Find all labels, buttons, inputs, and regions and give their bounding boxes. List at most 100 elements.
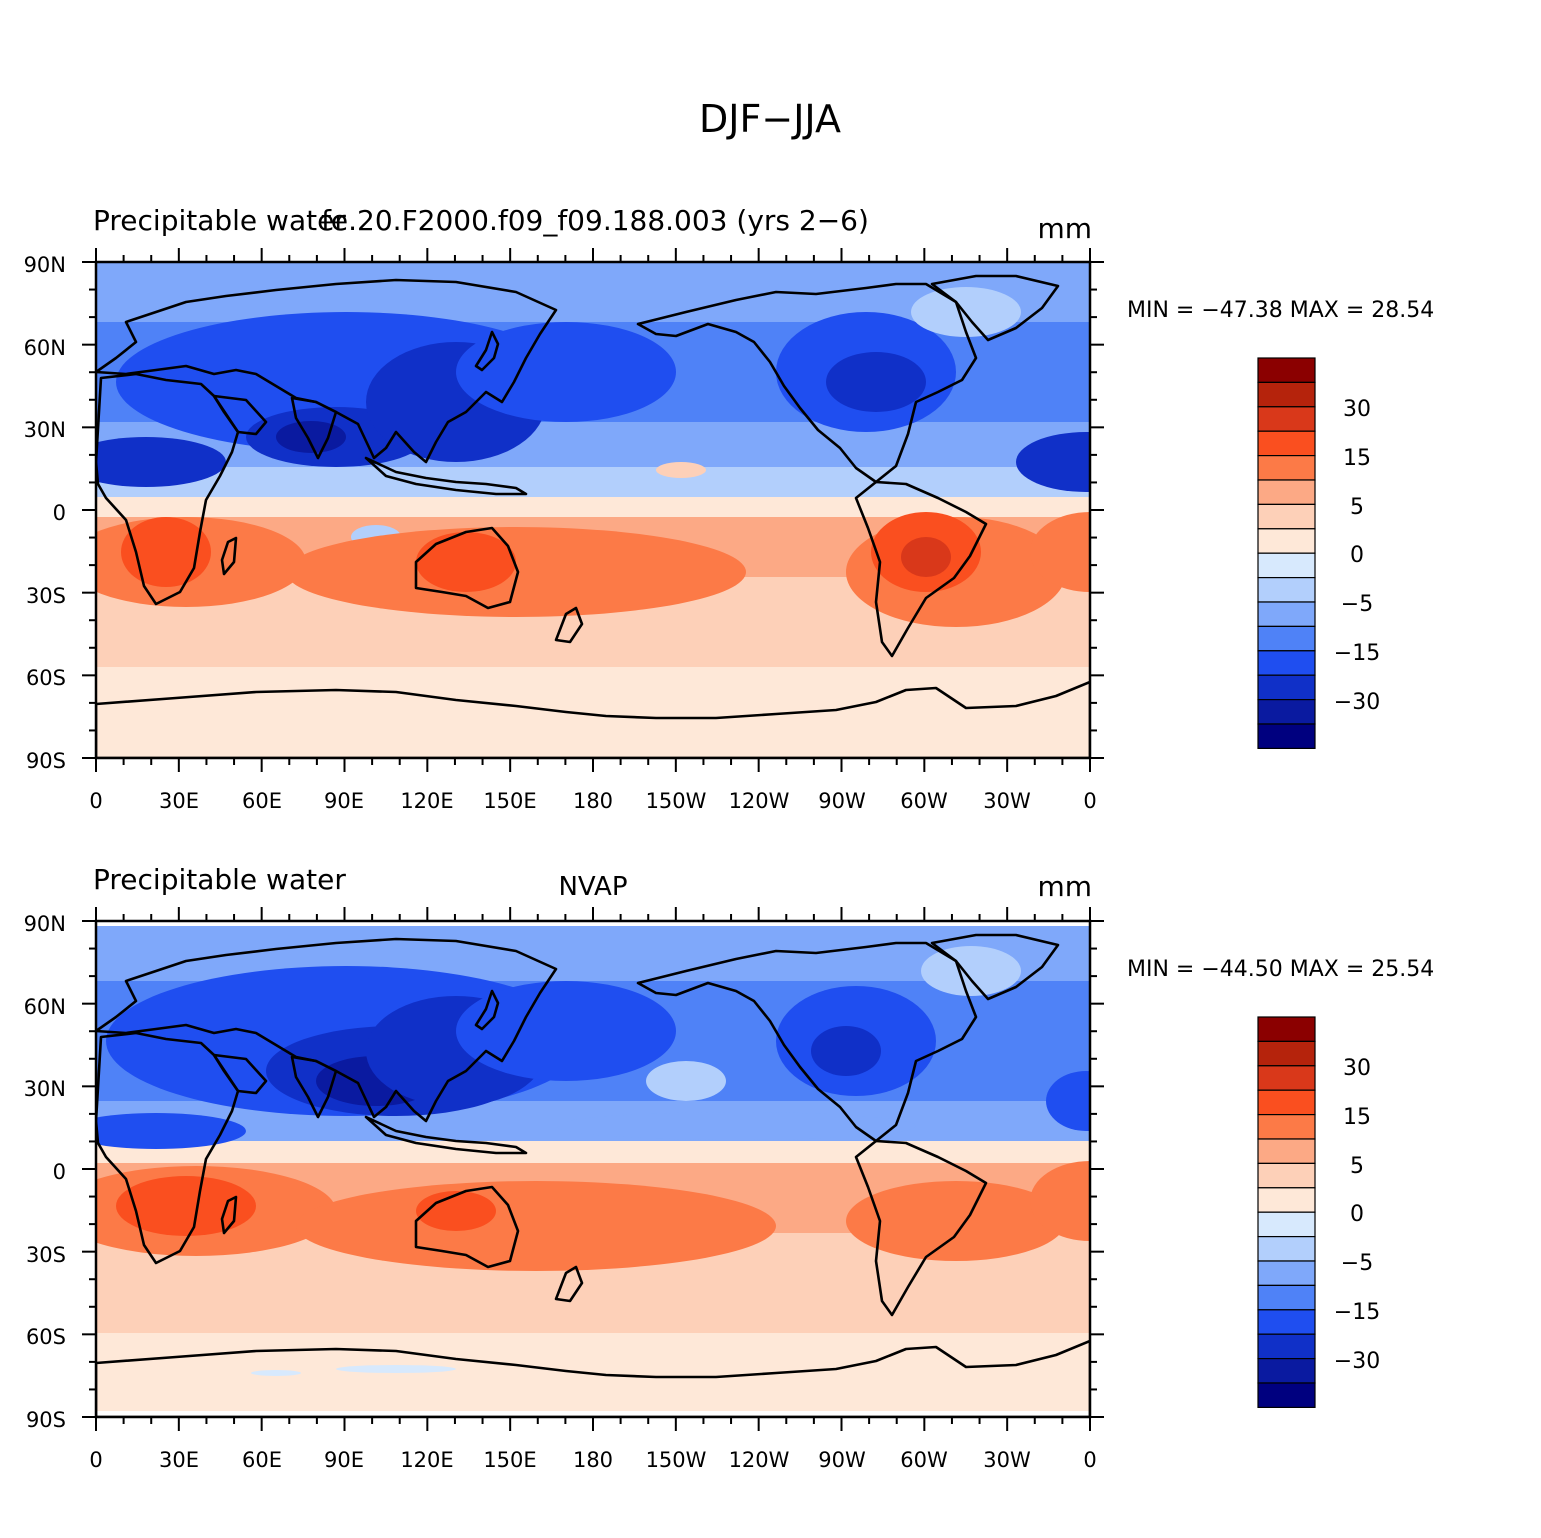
colorbar-box [1257, 406, 1316, 432]
lon-label: 30W [983, 1448, 1031, 1472]
lon-label: 150E [483, 1448, 536, 1472]
colorbar [1257, 357, 1316, 749]
blob-antarctic-cool [336, 1365, 456, 1373]
blob-s-america [846, 1181, 1066, 1261]
axis-ticks [82, 907, 1104, 1431]
blob-atl-east [1016, 432, 1090, 492]
lon-label: 120W [729, 1448, 790, 1472]
figure-title: DJF−JJA [699, 97, 841, 141]
blob-tropical-n [556, 1112, 916, 1140]
colorbar-labels: 30 15 5 0 −5 −15 −30 [1334, 397, 1380, 715]
colorbar-box [1257, 1235, 1316, 1262]
colorbar-box [1257, 381, 1316, 408]
blob-australia-core [416, 1191, 496, 1231]
map-field [96, 262, 1090, 758]
lon-label: 90W [818, 789, 866, 813]
blob-atl-east [1046, 1071, 1090, 1131]
lon-axis: 0 30E 60E 90E 120E 150E 180 150W 120W 90… [89, 1448, 1096, 1472]
colorbar-label: −5 [1341, 592, 1373, 617]
colorbar-box [1257, 1260, 1316, 1286]
colorbar-box [1257, 698, 1316, 725]
colorbar-box [1257, 1016, 1316, 1042]
blob-npac-light [646, 1061, 726, 1101]
colorbar-box [1257, 1089, 1316, 1116]
lon-label: 60W [900, 789, 948, 813]
colorbar-box [1257, 650, 1316, 676]
colorbar [1257, 1016, 1316, 1408]
blob-africa-n [96, 437, 226, 487]
lon-label: 120W [729, 789, 790, 813]
colorbar-box [1257, 625, 1316, 652]
band-antarctic [96, 667, 1090, 758]
blob-npac [456, 322, 676, 422]
colorbar-box [1257, 455, 1316, 481]
lon-label: 150W [646, 789, 707, 813]
lat-label: 0 [53, 1160, 66, 1184]
colorbar-box [1257, 503, 1316, 530]
colorbar-box [1257, 1138, 1316, 1164]
lon-label: 150E [483, 789, 536, 813]
colorbar-box [1257, 1309, 1316, 1335]
lat-label: 30S [26, 1243, 66, 1267]
colorbar-box [1257, 479, 1316, 505]
blob-tibet [276, 421, 346, 453]
lon-label: 0 [89, 789, 102, 813]
colorbar-label: −30 [1334, 690, 1380, 715]
colorbar-label: 0 [1350, 1202, 1364, 1227]
colorbar-labels: 30 15 5 0 −5 −15 −30 [1334, 1056, 1380, 1374]
band-antarctic [96, 1333, 1090, 1411]
colorbar-box [1257, 1065, 1316, 1091]
lat-label: 30N [24, 1077, 66, 1101]
blob-australia [286, 527, 746, 617]
colorbar-box [1257, 1382, 1316, 1408]
lon-label: 90E [324, 789, 364, 813]
colorbar-label: −30 [1334, 1349, 1380, 1374]
colorbar-label: 15 [1343, 446, 1371, 471]
lat-label: 30N [24, 418, 66, 442]
lon-label: 180 [573, 1448, 613, 1472]
lat-label: 60S [26, 666, 66, 690]
blob-africa-n [96, 1113, 246, 1149]
panel-observations: Precipitable water NVAP mm [24, 863, 1435, 1472]
blob-s-atl [1030, 512, 1090, 592]
colorbar-box [1257, 576, 1316, 603]
blob-australia [296, 1181, 776, 1271]
colorbar-box [1257, 1040, 1316, 1067]
colorbar-box [1257, 1162, 1316, 1189]
blob-na-core [811, 1026, 881, 1076]
panel-center-title: fe.20.F2000.f09_f09.188.003 (yrs 2−6) [321, 204, 869, 237]
panel-model: Precipitable water fe.20.F2000.f09_f09.1… [24, 204, 1435, 813]
lon-label: 60E [242, 789, 282, 813]
panel-left-title: Precipitable water [93, 863, 346, 896]
lat-label: 90S [26, 1408, 66, 1432]
lon-label: 60E [242, 1448, 282, 1472]
colorbar-box [1257, 1113, 1316, 1140]
lat-label: 90N [24, 253, 66, 277]
axis-ticks [82, 248, 1104, 772]
blob-pac-warm [656, 462, 706, 478]
blob-greenland [911, 287, 1021, 337]
blob-australia-core [416, 532, 516, 592]
blob-antarctic-cool [251, 1370, 301, 1376]
colorbar-box [1257, 1211, 1316, 1238]
lon-label: 120E [400, 1448, 453, 1472]
colorbar-box [1257, 723, 1316, 749]
blob-greenland [921, 946, 1021, 996]
lon-label: 60W [900, 1448, 948, 1472]
blob-s-america-max [901, 537, 951, 577]
colorbar-label: −5 [1341, 1251, 1373, 1276]
lat-axis: 90N 60N 30N 0 30S 60S 90S [24, 253, 66, 773]
min-max-text: MIN = −44.50 MAX = 25.54 [1127, 957, 1434, 982]
colorbar-box [1257, 357, 1316, 383]
lon-label: 0 [89, 1448, 102, 1472]
panel-left-title: Precipitable water [93, 204, 346, 237]
lat-label: 90N [24, 912, 66, 936]
blob-s-atl [1030, 1161, 1090, 1241]
blob-s-africa-core [121, 517, 211, 587]
blob-na-core [826, 352, 926, 412]
min-max-text: MIN = −47.38 MAX = 28.54 [1127, 298, 1434, 323]
lon-label: 120E [400, 789, 453, 813]
band-equator [96, 1141, 1090, 1163]
colorbar-label: 30 [1343, 397, 1371, 422]
